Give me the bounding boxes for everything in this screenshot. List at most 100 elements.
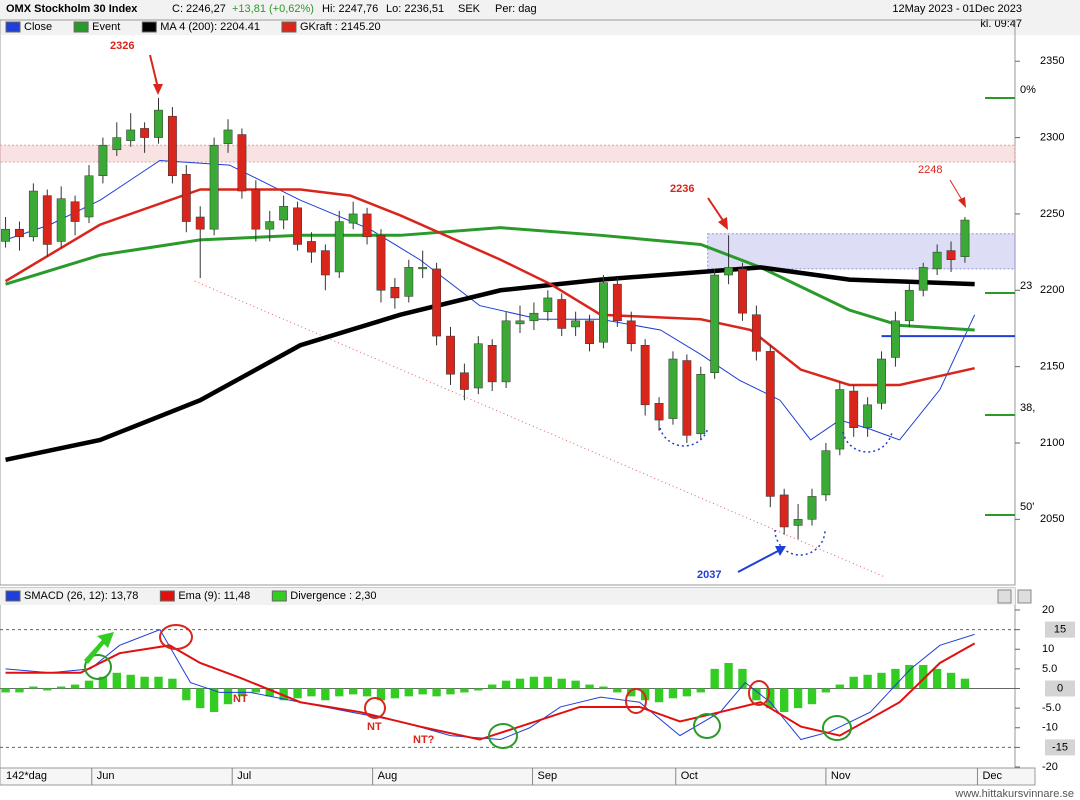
y-tick-label: 2250 xyxy=(1040,208,1064,220)
tick-box xyxy=(1045,680,1075,697)
candle-body xyxy=(863,404,873,428)
candle-body xyxy=(529,312,539,322)
divergence-bar xyxy=(98,676,108,689)
divergence-bar xyxy=(307,688,316,697)
divergence-bar xyxy=(738,668,747,689)
arrow-head xyxy=(718,217,728,230)
divergence-bar xyxy=(668,688,678,699)
candle-body xyxy=(42,195,52,245)
candle-body xyxy=(181,173,191,222)
candle-body xyxy=(793,519,803,526)
candle-body xyxy=(765,351,775,497)
divergence-bar xyxy=(70,684,80,689)
x-tick-label: Jun xyxy=(97,770,115,782)
high-price: Hi: 2247,76 xyxy=(322,3,378,15)
candle-body xyxy=(167,115,177,177)
divergence-bar xyxy=(654,688,664,703)
candle-body xyxy=(654,403,664,421)
candle-body xyxy=(877,358,886,404)
divergence-bar xyxy=(599,686,608,689)
y-tick-label: 10 xyxy=(1042,643,1054,655)
pattern-arc xyxy=(774,529,826,556)
candle-body xyxy=(682,360,692,436)
legend-swatch xyxy=(73,21,89,33)
divergence-bar xyxy=(960,678,970,689)
legend-label: Ema (9): 11,48 xyxy=(178,590,250,602)
arrow xyxy=(949,179,963,201)
y-tick-label: 15 xyxy=(1054,624,1066,636)
tick-box xyxy=(1045,621,1075,638)
peak-circle xyxy=(625,688,647,714)
candle-body xyxy=(557,299,567,329)
divergence-bar xyxy=(376,688,386,701)
settings-button[interactable] xyxy=(1017,589,1032,604)
divergence-bar xyxy=(557,678,566,689)
divergence-bar xyxy=(946,672,956,689)
divergence-bar xyxy=(43,688,52,691)
x-tick-label: Sep xyxy=(538,770,558,782)
arrow-head xyxy=(958,197,966,208)
header-bar xyxy=(0,0,1080,35)
candle-body xyxy=(571,320,581,328)
time-axis xyxy=(0,767,1036,786)
y-tick-label: 2200 xyxy=(1040,284,1064,296)
divergence-bar xyxy=(724,662,733,689)
divergence-bar xyxy=(696,688,705,693)
candle-body xyxy=(821,450,831,496)
candle-body xyxy=(487,345,497,383)
divergence-bar xyxy=(432,688,441,697)
legend-label: GKraft : 2145.20 xyxy=(300,21,381,33)
divergence-bar xyxy=(390,688,400,699)
candle-body xyxy=(960,219,970,257)
legend-swatch xyxy=(281,21,297,33)
divergence-bar xyxy=(460,688,469,693)
divergence-bar xyxy=(446,688,455,695)
divergence-bar xyxy=(154,676,163,689)
zoom-button[interactable] xyxy=(997,589,1012,604)
candle-body xyxy=(126,129,136,141)
candle-body xyxy=(432,268,442,337)
x-tick-label: Oct xyxy=(681,770,698,782)
arrow xyxy=(149,54,159,89)
y-tick-label: 2350 xyxy=(1040,55,1064,67)
divergence-bar xyxy=(57,686,66,689)
candle-body xyxy=(293,207,302,245)
candle-body xyxy=(251,189,261,230)
divergence-bar xyxy=(682,688,692,697)
y-tick-label: -10 xyxy=(1042,722,1058,734)
macd-header xyxy=(0,588,1015,605)
divergence-bar xyxy=(418,688,427,695)
divergence-bar xyxy=(196,688,205,709)
divergence-bar xyxy=(849,676,858,689)
y-tick-label: -5.0 xyxy=(1042,702,1061,714)
candle-body xyxy=(209,144,219,230)
divergence-bar xyxy=(932,668,942,689)
candle-body xyxy=(473,343,483,389)
y-tick-label: 2300 xyxy=(1040,131,1064,143)
x-tick-label: Dec xyxy=(982,770,1002,782)
y-tick-label: 2150 xyxy=(1040,361,1064,373)
candle-body xyxy=(320,250,330,276)
y-tick-label: -20 xyxy=(1042,761,1058,773)
divergence-bar xyxy=(863,674,872,689)
divergence-bar xyxy=(529,676,539,689)
divergence-bar xyxy=(404,688,413,697)
candle-body xyxy=(334,221,344,273)
peak-circle xyxy=(159,624,193,650)
divergence-bar xyxy=(780,688,789,713)
indicator-line xyxy=(5,265,975,462)
candle-body xyxy=(543,297,553,312)
tick-box xyxy=(1045,739,1075,756)
legend-label: Divergence : 2,30 xyxy=(290,590,376,602)
up-arrow xyxy=(84,632,114,664)
legend-label: SMACD (26, 12): 13,78 xyxy=(24,590,138,602)
currency: SEK xyxy=(458,3,481,15)
annotation: NT xyxy=(233,693,248,705)
y-tick-label: 0 xyxy=(1057,682,1063,694)
peak-circle xyxy=(748,680,770,706)
candle-body xyxy=(418,267,428,270)
candle-body xyxy=(1,228,10,242)
divergence-bar xyxy=(140,676,149,689)
pattern-arc xyxy=(659,427,709,447)
